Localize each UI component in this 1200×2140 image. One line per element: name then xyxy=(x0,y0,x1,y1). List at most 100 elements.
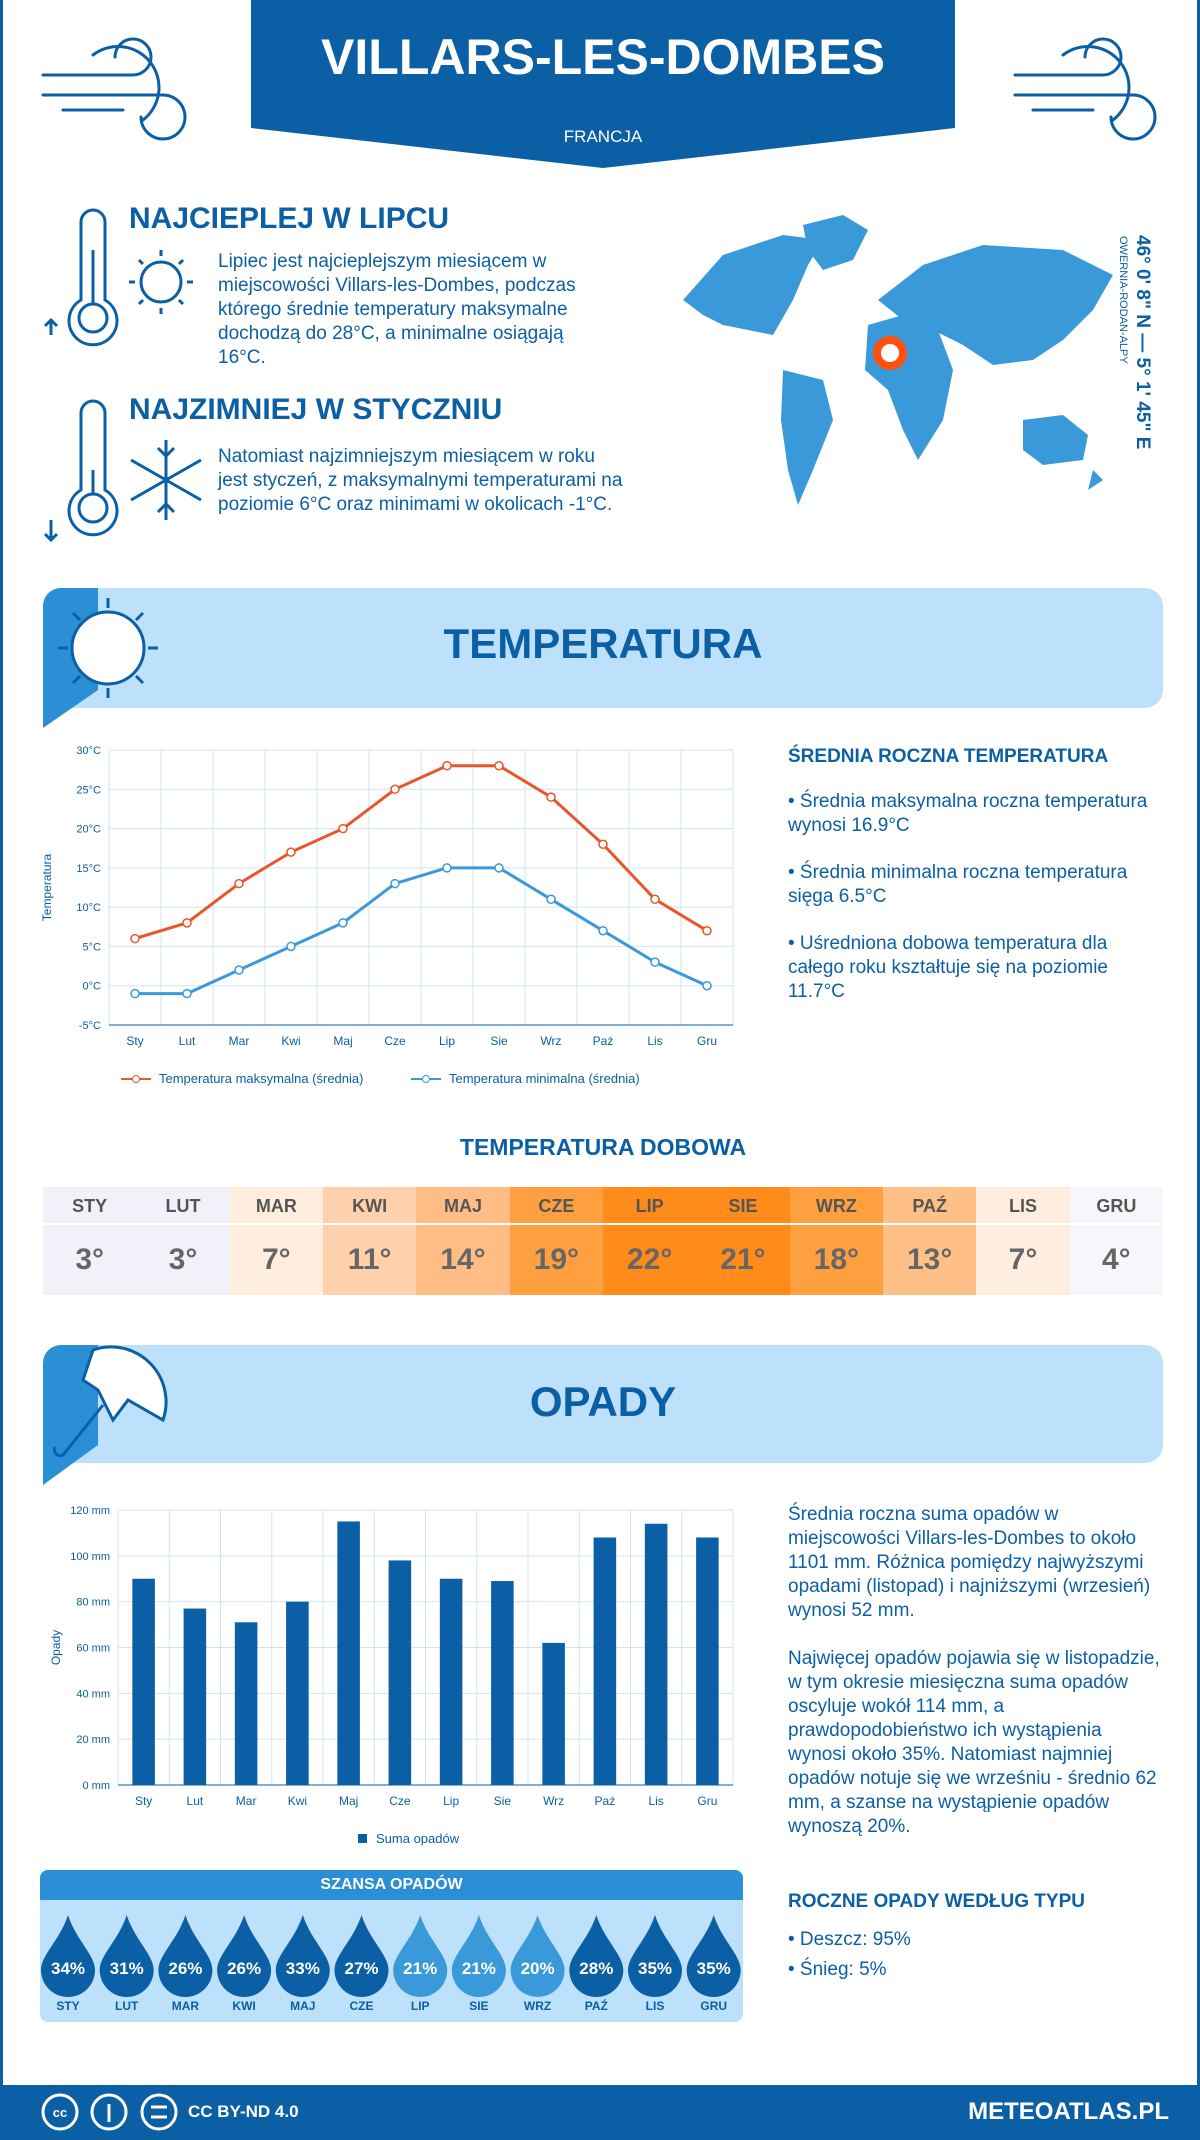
table-cell: 3° xyxy=(43,1225,137,1295)
drop xyxy=(569,1915,624,1998)
x-tick-label: Lut xyxy=(187,1794,204,1808)
drop xyxy=(41,1915,95,1997)
x-tick-label: Sty xyxy=(126,1034,143,1048)
table-cell: 7° xyxy=(976,1225,1070,1295)
table-cell: 11° xyxy=(323,1225,417,1295)
drop xyxy=(628,1915,682,1997)
drop-value: 33% xyxy=(286,1959,320,1978)
graphics: cc -5°C 0°C 5°C 10°C 15°C 20°C 25°C 30°C Tempera… xyxy=(3,0,1197,2140)
section-title: OPADY xyxy=(529,1378,677,1425)
legend-swatch xyxy=(422,1075,430,1083)
bar xyxy=(132,1578,155,1785)
table-header: MAJ xyxy=(416,1187,510,1225)
table-header: CZE xyxy=(509,1187,603,1225)
types-title: ROCZNE OPADY WEDŁUG TYPU xyxy=(788,1891,1085,1912)
x-tick-label: Lis xyxy=(648,1794,663,1808)
types-list: • Deszcz: 95% • Śnieg: 5% xyxy=(788,1925,1163,1985)
wind-icon xyxy=(41,37,1157,141)
point xyxy=(546,792,556,802)
thermometer-icon xyxy=(43,208,202,543)
drop-month: MAJ xyxy=(290,1999,315,2013)
bar xyxy=(234,1622,258,1785)
drop-value: 20% xyxy=(521,1959,555,1978)
table-cell: 3° xyxy=(136,1225,230,1295)
y-tick-label: 15°C xyxy=(76,863,101,875)
bar xyxy=(286,1601,309,1785)
y-tick-label: 5°C xyxy=(83,941,102,953)
point xyxy=(234,965,244,975)
table-header: STY xyxy=(43,1187,137,1225)
table-cell: 21° xyxy=(696,1225,790,1295)
y-tick-label: 80 mm xyxy=(76,1597,110,1609)
drop xyxy=(275,1915,330,1998)
table-title: TEMPERATURA DOBOWA xyxy=(459,1134,747,1160)
precip-paragraph: Średnia roczna suma opadów w miejscowośc… xyxy=(788,1504,1151,1621)
drop xyxy=(158,1915,213,1998)
y-tick-label: 10°C xyxy=(76,902,101,914)
type-item: • Deszcz: 95% xyxy=(788,1929,911,1950)
drop-value: 21% xyxy=(403,1959,437,1978)
chance-header xyxy=(40,1870,743,1900)
cc-mark: cc xyxy=(53,2105,67,2120)
bar xyxy=(644,1523,668,1785)
bar xyxy=(183,1608,207,1785)
footer-bar xyxy=(3,2085,1197,2140)
drop-month: GRU xyxy=(700,1999,727,2013)
drop xyxy=(510,1915,565,1997)
section-banner xyxy=(43,1345,1163,1463)
y-tick-label: -5°C xyxy=(79,1020,101,1032)
table-cell: 14° xyxy=(416,1225,510,1295)
chance-box xyxy=(40,1870,743,2022)
x-tick-label: Cze xyxy=(389,1794,411,1808)
drop-month: MAR xyxy=(172,1999,200,2013)
x-tick-label: Mar xyxy=(229,1034,250,1048)
legend-label: Temperatura minimalna (średnia) xyxy=(449,1071,640,1086)
y-tick-label: 25°C xyxy=(76,784,101,796)
drop-month: LIS xyxy=(646,1999,665,2013)
point xyxy=(338,918,348,928)
license-icons xyxy=(41,2093,178,2131)
legend-swatch xyxy=(358,1834,367,1843)
table-header: KWI xyxy=(323,1187,417,1225)
table-cell: 22° xyxy=(603,1225,697,1295)
point xyxy=(130,988,140,999)
table-cell: 13° xyxy=(883,1225,977,1295)
x-tick-label: Sie xyxy=(494,1794,512,1808)
legend-label: Temperatura maksymalna (średnia) xyxy=(159,1071,363,1086)
table-header: MAR xyxy=(229,1187,323,1225)
drop-month: WRZ xyxy=(524,1999,551,2013)
y-tick-label: 0°C xyxy=(83,981,102,993)
drop-month: LUT xyxy=(115,1999,139,2013)
x-tick-label: Lut xyxy=(179,1034,196,1048)
point xyxy=(702,980,712,991)
x-tick-label: Lip xyxy=(443,1794,459,1808)
table-header: SIE xyxy=(696,1187,790,1225)
drop-month: STY xyxy=(56,1999,79,2013)
y-axis-label: Opady xyxy=(49,1630,63,1665)
point xyxy=(702,925,712,936)
x-tick-label: Sty xyxy=(135,1794,152,1808)
header-banner xyxy=(251,0,955,168)
table-header: PAŹ xyxy=(883,1187,977,1225)
y-tick-label: 20°C xyxy=(76,824,101,836)
table-cell: 19° xyxy=(509,1225,603,1295)
bar xyxy=(491,1581,514,1785)
point xyxy=(598,839,608,850)
section-banner xyxy=(43,588,1163,708)
x-tick-label: Kwi xyxy=(281,1034,300,1048)
y-tick-label: 60 mm xyxy=(76,1643,110,1655)
point xyxy=(390,784,400,795)
point xyxy=(286,941,296,952)
x-tick-label: Gru xyxy=(697,1794,717,1808)
table-cell: 4° xyxy=(1069,1225,1163,1295)
license: CC BY-ND 4.0 xyxy=(188,2102,299,2121)
point xyxy=(598,925,608,936)
y-axis-label: Temperatura xyxy=(40,853,54,921)
point xyxy=(286,847,296,857)
table-header: LIP xyxy=(603,1187,697,1225)
drop-value: 26% xyxy=(227,1959,261,1978)
point xyxy=(130,933,140,944)
table-header: LUT xyxy=(136,1187,230,1225)
table-header: GRU xyxy=(1069,1187,1163,1225)
y-tick-label: 0 mm xyxy=(83,1780,111,1792)
